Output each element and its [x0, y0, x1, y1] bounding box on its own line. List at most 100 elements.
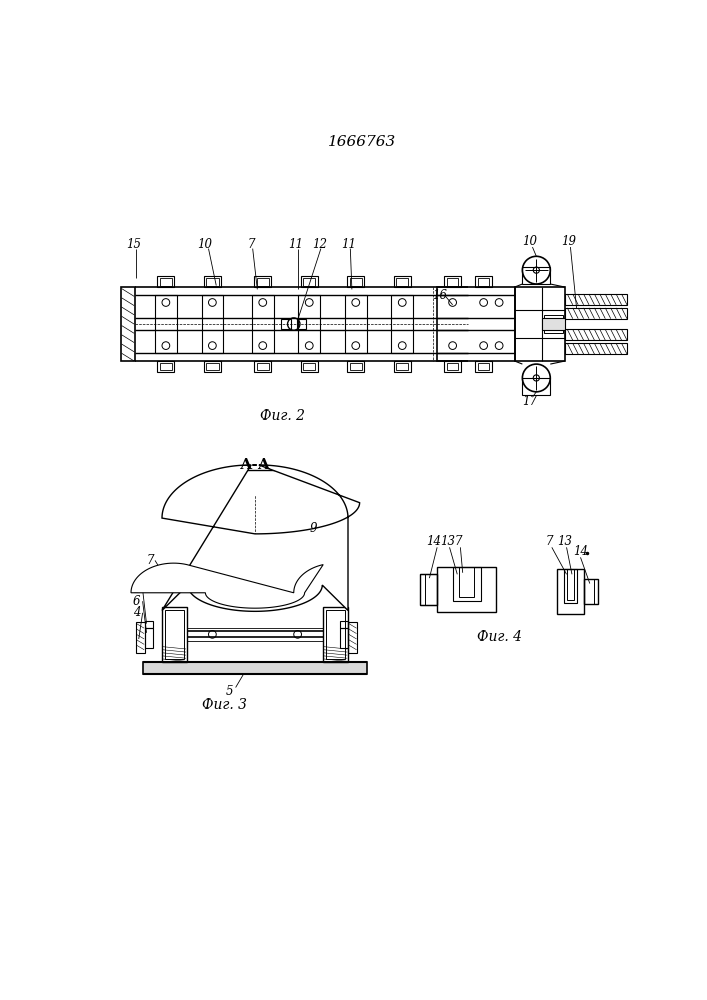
- Bar: [136, 622, 145, 653]
- Text: 13: 13: [440, 535, 455, 548]
- Bar: [396, 278, 409, 286]
- Bar: [300, 361, 317, 372]
- Bar: [544, 330, 563, 333]
- Text: 1666763: 1666763: [328, 135, 396, 149]
- Text: 15: 15: [126, 238, 141, 251]
- Bar: [121, 287, 135, 361]
- Bar: [349, 363, 362, 370]
- Bar: [158, 276, 175, 287]
- Text: Фиг. 2: Фиг. 2: [259, 409, 305, 423]
- Bar: [564, 569, 577, 603]
- Text: 14: 14: [573, 545, 588, 558]
- Bar: [444, 276, 461, 287]
- Text: Фиг. 4: Фиг. 4: [477, 630, 522, 644]
- Bar: [542, 318, 565, 330]
- Bar: [522, 378, 550, 395]
- Bar: [340, 620, 348, 628]
- Polygon shape: [162, 465, 360, 611]
- Bar: [394, 361, 411, 372]
- Bar: [143, 662, 368, 674]
- Bar: [340, 628, 348, 648]
- Bar: [347, 276, 364, 287]
- Bar: [565, 329, 627, 340]
- Text: 7: 7: [546, 535, 554, 548]
- Bar: [158, 361, 175, 372]
- Bar: [255, 276, 271, 287]
- Text: 7: 7: [455, 535, 462, 548]
- Bar: [515, 287, 565, 361]
- Bar: [349, 278, 362, 286]
- Text: 7: 7: [146, 554, 154, 567]
- Bar: [281, 319, 291, 329]
- Text: 12: 12: [312, 238, 327, 251]
- Bar: [425, 574, 437, 605]
- Text: 17: 17: [522, 395, 537, 408]
- Text: 11: 11: [341, 238, 356, 251]
- Bar: [544, 315, 563, 318]
- Bar: [448, 363, 458, 370]
- Bar: [565, 343, 627, 354]
- Text: 10: 10: [522, 235, 537, 248]
- Bar: [204, 276, 221, 287]
- Bar: [392, 295, 413, 353]
- Bar: [323, 607, 348, 662]
- Bar: [297, 319, 306, 329]
- Bar: [257, 363, 269, 370]
- Bar: [298, 295, 320, 353]
- Bar: [160, 278, 172, 286]
- Bar: [566, 569, 574, 600]
- Bar: [155, 295, 177, 353]
- Bar: [448, 278, 458, 286]
- Text: 7: 7: [247, 238, 255, 251]
- Text: 6: 6: [133, 595, 140, 608]
- Bar: [583, 579, 597, 604]
- Bar: [201, 295, 223, 353]
- Bar: [145, 620, 153, 628]
- Bar: [348, 622, 357, 653]
- Bar: [444, 361, 461, 372]
- Text: 5: 5: [226, 685, 233, 698]
- Polygon shape: [131, 563, 323, 608]
- Bar: [478, 278, 489, 286]
- Text: 14: 14: [426, 535, 440, 548]
- Bar: [478, 363, 489, 370]
- Bar: [252, 295, 274, 353]
- Bar: [583, 579, 594, 604]
- Text: 4: 4: [133, 606, 140, 619]
- Bar: [257, 278, 269, 286]
- Bar: [145, 628, 153, 648]
- Text: Фиг. 3: Фиг. 3: [201, 698, 247, 712]
- Bar: [565, 308, 627, 319]
- Bar: [303, 278, 315, 286]
- Bar: [475, 276, 492, 287]
- Bar: [452, 567, 481, 601]
- Text: А-А: А-А: [240, 458, 271, 472]
- Bar: [557, 569, 585, 614]
- Bar: [396, 363, 409, 370]
- Bar: [437, 567, 496, 612]
- Bar: [327, 610, 345, 659]
- Text: 13: 13: [556, 535, 572, 548]
- Bar: [206, 278, 218, 286]
- Bar: [160, 363, 172, 370]
- Text: 16: 16: [432, 289, 447, 302]
- Bar: [459, 567, 474, 597]
- Bar: [165, 610, 184, 659]
- Bar: [437, 287, 515, 361]
- Bar: [303, 363, 315, 370]
- Bar: [345, 295, 367, 353]
- Text: 9: 9: [310, 522, 317, 535]
- Bar: [162, 607, 187, 662]
- Text: 11: 11: [288, 238, 303, 251]
- Bar: [420, 574, 437, 605]
- Text: 8: 8: [133, 583, 140, 596]
- Text: 10: 10: [197, 238, 212, 251]
- Bar: [204, 361, 221, 372]
- Bar: [475, 361, 492, 372]
- Bar: [565, 294, 627, 305]
- Bar: [347, 361, 364, 372]
- Bar: [255, 361, 271, 372]
- Bar: [522, 267, 550, 284]
- Bar: [300, 276, 317, 287]
- Bar: [206, 363, 218, 370]
